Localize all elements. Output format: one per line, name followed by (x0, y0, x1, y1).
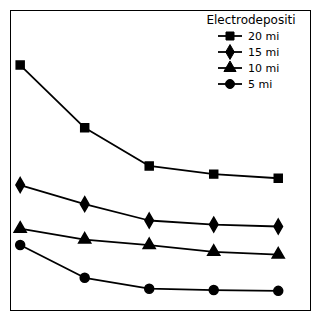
svg-text:20 mi: 20 mi (248, 30, 279, 43)
svg-text:Electrodepositi: Electrodepositi (206, 13, 295, 27)
svg-text:5 mi: 5 mi (248, 78, 272, 91)
svg-text:15 mi: 15 mi (248, 46, 279, 59)
svg-text:10 mi: 10 mi (248, 62, 279, 75)
